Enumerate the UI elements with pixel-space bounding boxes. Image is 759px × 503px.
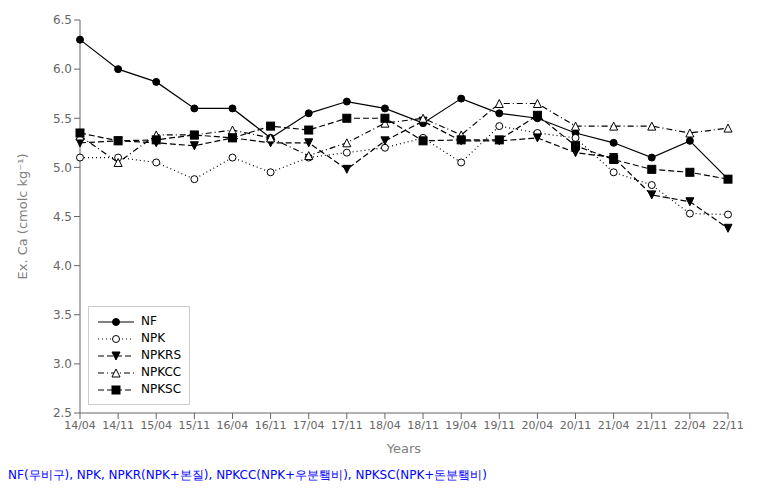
html-text:NPKRS: NPKRS <box>141 348 181 362</box>
svg-text:18/04: 18/04 <box>369 419 401 432</box>
svg-text:5.0: 5.0 <box>53 161 72 175</box>
svg-text:15/04: 15/04 <box>140 419 172 432</box>
html-text:NPK: NPK <box>141 331 166 345</box>
svg-text:14/04: 14/04 <box>64 419 96 432</box>
svg-text:19/04: 19/04 <box>445 419 477 432</box>
svg-text:18/11: 18/11 <box>407 419 439 432</box>
svg-text:2.5: 2.5 <box>53 406 72 420</box>
html-text:NPKSC: NPKSC <box>141 382 182 396</box>
svg-text:21/11: 21/11 <box>636 419 668 432</box>
html-text:NF: NF <box>141 314 157 328</box>
html-text:NF(무비구), NPK, NPKR(NPK+본질), NP: NF(무비구), NPK, NPKR(NPK+본질), NPKCC(NPK+우분… <box>8 468 487 482</box>
svg-text:6.0: 6.0 <box>53 62 72 76</box>
svg-text:21/04: 21/04 <box>598 419 630 432</box>
svg-text:3.5: 3.5 <box>53 308 72 322</box>
svg-text:17/04: 17/04 <box>293 419 325 432</box>
svg-text:22/04: 22/04 <box>674 419 706 432</box>
svg-text:20/04: 20/04 <box>522 419 554 432</box>
svg-text:14/11: 14/11 <box>102 419 134 432</box>
svg-text:6.5: 6.5 <box>53 13 72 27</box>
svg-text:16/11: 16/11 <box>255 419 287 432</box>
svg-text:4.0: 4.0 <box>53 259 72 273</box>
svg-text:15/11: 15/11 <box>179 419 211 432</box>
svg-text:22/11: 22/11 <box>712 419 744 432</box>
svg-text:20/11: 20/11 <box>560 419 592 432</box>
svg-text:19/11: 19/11 <box>483 419 515 432</box>
svg-text:17/11: 17/11 <box>331 419 363 432</box>
svg-text:4.5: 4.5 <box>53 210 72 224</box>
svg-text:5.5: 5.5 <box>53 112 72 126</box>
svg-text:3.0: 3.0 <box>53 357 72 371</box>
svg-text:Ex. Ca (cmolc kg⁻¹): Ex. Ca (cmolc kg⁻¹) <box>15 153 30 279</box>
svg-text:16/04: 16/04 <box>217 419 249 432</box>
html-text:NPKCC: NPKCC <box>141 365 182 379</box>
svg-text:Years: Years <box>386 441 422 456</box>
